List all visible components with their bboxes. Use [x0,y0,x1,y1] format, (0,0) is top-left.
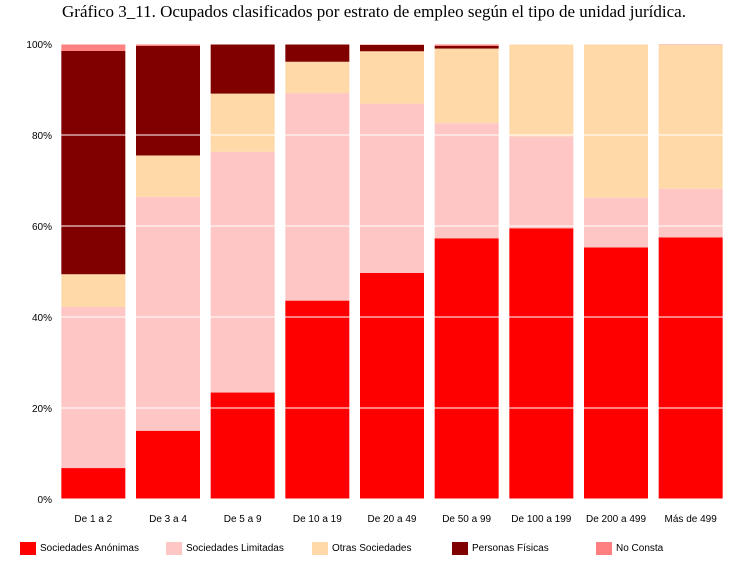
x-tick-label: De 100 a 199 [511,514,571,525]
bar-segment-3-2 [136,155,200,197]
bar-segment-2-2 [136,196,200,431]
bar-segment-2-4 [285,93,350,301]
y-tick-label: 100% [26,40,52,51]
y-tick-label: 40% [32,313,52,324]
legend-item: Personas Físicas [452,538,549,558]
x-tick-label: De 3 a 4 [149,514,187,525]
bar-segment-1-5 [360,272,424,499]
legend-item: Otras Sociedades [312,538,412,558]
bar-segment-1-1 [61,468,126,499]
chart-title: Gráfico 3_11. Ocupados clasificados por … [62,2,686,21]
legend-swatch [596,541,612,555]
bar-segment-2-7 [509,136,574,229]
y-tick-label: 80% [32,131,52,142]
legend-item: No Consta [596,538,663,558]
bar-segment-3-3 [210,93,275,152]
bar-segment-4-1 [61,50,126,275]
bar-segment-3-9 [658,44,723,189]
bar-segment-5-2 [136,44,200,46]
bar-segment-3-1 [61,274,126,307]
y-tick-label: 0% [38,495,53,506]
bar-segment-3-7 [509,44,574,137]
bar-segment-1-9 [658,237,723,499]
y-axis-ticks: 0% 20% 40% 60% 80% 100% [26,40,52,506]
bar-segment-4-4 [285,44,350,62]
bar-segment-3-8 [584,44,648,198]
bar-segment-5-1 [61,44,126,51]
y-tick-label: 60% [32,222,52,233]
legend-label: Personas Físicas [472,542,549,554]
bar-segment-4-2 [136,45,200,156]
bar-segment-1-7 [509,228,574,499]
legend-label: No Consta [616,542,664,554]
bar-segment-2-5 [360,103,424,273]
bar-segment-3-6 [434,48,499,124]
bar-segment-3-4 [285,61,350,94]
grid-layer [56,43,728,500]
x-tick-label: Más de 499 [665,514,718,525]
bar-segment-2-3 [210,151,275,393]
legend-swatch [20,541,36,555]
bar-segment-1-8 [584,247,648,499]
x-tick-label: De 200 a 499 [586,514,646,525]
bar-segment-1-3 [210,392,275,499]
bars-layer [61,44,723,499]
bar-segment-5-6 [434,44,499,46]
legend-label: Sociedades Limitadas [186,542,284,554]
legend: Sociedades Anónimas Sociedades Limitadas O… [0,538,748,558]
legend-item: Sociedades Anónimas [20,538,139,558]
bar-segment-2-6 [434,123,499,239]
x-tick-label: De 1 a 2 [74,514,112,525]
x-tick-label: De 5 a 9 [224,514,262,525]
bar-segment-1-2 [136,430,200,499]
legend-swatch [166,541,182,555]
x-tick-label: De 10 a 19 [293,514,342,525]
legend-swatch [452,541,468,555]
bar-segment-1-4 [285,300,350,499]
bar-segment-4-3 [210,44,275,94]
bar-segment-3-5 [360,51,424,104]
bar-segment-2-9 [658,188,723,238]
y-tick-label: 20% [32,404,52,415]
bar-segment-4-5 [360,44,424,52]
x-tick-label: De 20 a 49 [368,514,417,525]
bar-segment-2-8 [584,197,648,248]
bar-segment-4-6 [434,45,499,49]
legend-item: Sociedades Limitadas [166,538,284,558]
bar-segment-2-1 [61,306,126,469]
x-tick-label: De 50 a 99 [442,514,491,525]
legend-swatch [312,541,328,555]
bar-segment-1-6 [434,238,499,499]
legend-label: Sociedades Anónimas [40,542,139,554]
legend-label: Otras Sociedades [332,542,412,554]
x-axis-ticks: De 1 a 2 De 3 a 4 De 5 a 9 De 10 a 19 De 20 … [74,514,717,525]
